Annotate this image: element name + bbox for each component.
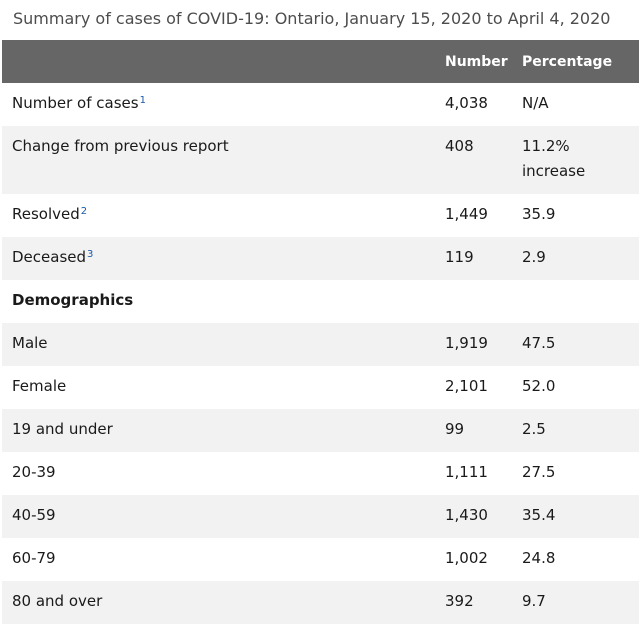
column-header-percentage: Percentage [522, 53, 613, 70]
table-row: 60-79 1,002 24.8 [2, 538, 639, 581]
footnote-link[interactable]: 1 [139, 95, 146, 106]
row-number: 4,038 [445, 94, 488, 112]
row-label: 19 and under [12, 420, 113, 438]
row-percentage: 2.9 [522, 248, 546, 266]
row-percentage: 52.0 [522, 377, 556, 395]
row-percentage: 11.2% increase [522, 137, 586, 180]
table-row: Deceased3 119 2.9 [2, 237, 639, 280]
section-heading-demographics: Demographics [12, 291, 134, 309]
table-row: 80 and over 392 9.7 [2, 581, 639, 624]
row-percentage: N/A [522, 94, 549, 112]
row-number: 1,449 [445, 205, 488, 223]
row-number [432, 280, 509, 323]
table-caption: Summary of cases of COVID-19: Ontario, J… [13, 9, 611, 28]
table-row: 19 and under 99 2.5 [2, 409, 639, 452]
row-number: 392 [445, 592, 474, 610]
row-label: Male [12, 334, 48, 352]
covid-summary-table: Number Percentage Number of cases1 4,038… [2, 40, 639, 624]
row-percentage: 35.4 [522, 506, 556, 524]
row-label: Number of cases1 [12, 94, 146, 112]
row-number: 119 [445, 248, 474, 266]
table-row: Change from previous report 408 11.2% in… [2, 126, 639, 194]
row-label: 60-79 [12, 549, 56, 567]
table-row: 20-39 1,111 27.5 [2, 452, 639, 495]
row-number: 1,111 [445, 463, 488, 481]
row-label: Female [12, 377, 67, 395]
row-label: 20-39 [12, 463, 56, 481]
row-percentage: 47.5 [522, 334, 556, 352]
table-row: Resolved2 1,449 35.9 [2, 194, 639, 237]
row-label: Resolved2 [12, 205, 88, 223]
row-label: Change from previous report [12, 137, 229, 155]
row-percentage: 24.8 [522, 549, 556, 567]
table-header-row: Number Percentage [2, 40, 639, 83]
row-label: Deceased3 [12, 248, 94, 266]
table-section-row: Demographics [2, 280, 639, 323]
row-number: 2,101 [445, 377, 488, 395]
row-number: 99 [445, 420, 465, 438]
column-header-label [2, 40, 432, 83]
row-label: 80 and over [12, 592, 103, 610]
table-row: Male 1,919 47.5 [2, 323, 639, 366]
row-percentage: 2.5 [522, 420, 546, 438]
row-number: 1,002 [445, 549, 488, 567]
table-row: 40-59 1,430 35.4 [2, 495, 639, 538]
row-percentage: 27.5 [522, 463, 556, 481]
row-percentage: 35.9 [522, 205, 556, 223]
footnote-link[interactable]: 3 [87, 249, 94, 260]
table-row: Number of cases1 4,038 N/A [2, 83, 639, 126]
column-header-number: Number [445, 53, 508, 70]
footnote-link[interactable]: 2 [80, 206, 88, 217]
row-label: 40-59 [12, 506, 56, 524]
row-number: 408 [445, 137, 474, 155]
table-row: Female 2,101 52.0 [2, 366, 639, 409]
row-percentage [509, 280, 639, 323]
row-number: 1,430 [445, 506, 488, 524]
row-percentage: 9.7 [522, 592, 546, 610]
row-number: 1,919 [445, 334, 488, 352]
